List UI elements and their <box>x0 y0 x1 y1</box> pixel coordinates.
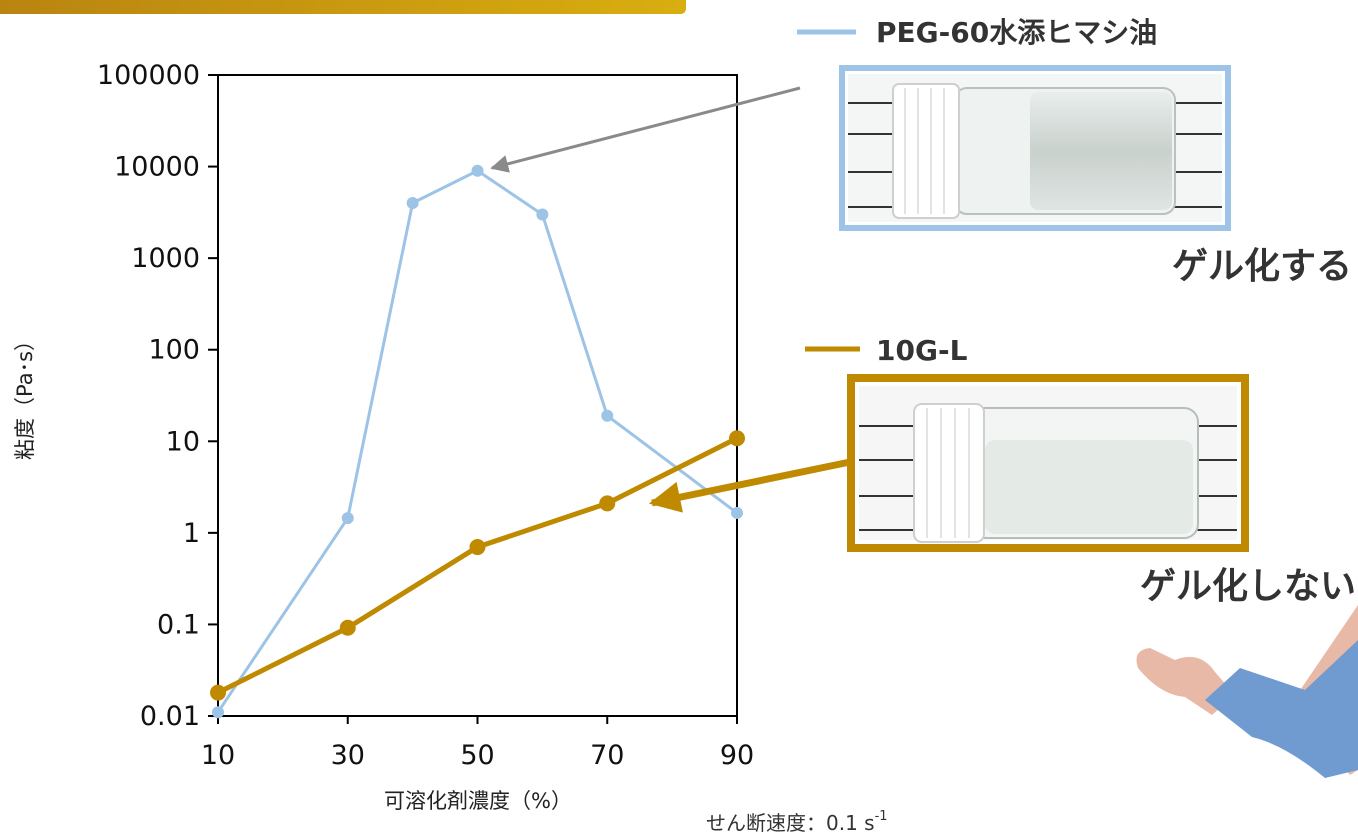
x-tick-label: 30 <box>331 740 365 771</box>
y-tick-label: 10 <box>166 426 200 457</box>
caption-gel-no: ゲル化しない <box>1140 566 1356 607</box>
y-tick-label: 10000 <box>114 152 200 183</box>
data-point-peg-60 <box>731 506 743 519</box>
callout-arrow-10gl <box>648 458 851 513</box>
series-layer <box>210 164 745 719</box>
header-bar <box>0 0 686 14</box>
y-tick-label: 100000 <box>97 60 200 91</box>
data-point-10g-l <box>469 539 486 556</box>
data-point-peg-60 <box>536 208 549 221</box>
y-axis-ticks: 100000 10000 1000 100 10 1 0.1 0.01 <box>97 60 218 732</box>
photo-peg-vial <box>839 65 1231 231</box>
data-point-10g-l <box>339 619 356 636</box>
shear-rate-note: せん断速度：0.1 s-1 <box>706 809 888 835</box>
legend-label-10gl: 10G-L <box>876 334 968 367</box>
data-point-peg-60 <box>212 706 224 719</box>
x-axis-title: 可溶化剤濃度（%） <box>384 789 572 813</box>
legend-label-peg: PEG-60水添ヒマシ油 <box>876 16 1157 49</box>
caption-gel-yes: ゲル化する <box>1172 246 1352 287</box>
photo-10gl-vial <box>847 374 1249 552</box>
x-tick-label: 70 <box>590 740 624 771</box>
data-point-10g-l <box>599 495 616 512</box>
x-tick-label: 90 <box>720 740 754 771</box>
data-point-peg-60 <box>601 409 614 422</box>
y-tick-label: 0.01 <box>140 701 200 732</box>
series-line-peg-60 <box>216 169 738 714</box>
data-point-10g-l <box>729 430 745 447</box>
data-point-peg-60 <box>406 197 419 210</box>
data-point-peg-60 <box>471 164 484 177</box>
series-line-10g-l <box>216 435 739 695</box>
presenter-hand-illustration <box>1136 605 1358 778</box>
x-tick-label: 50 <box>460 740 494 771</box>
y-tick-label: 1000 <box>131 243 200 274</box>
x-axis-ticks: 10 30 50 70 90 <box>201 716 754 771</box>
data-point-peg-60 <box>341 512 354 525</box>
y-axis-title: 粘度（Pa･s） <box>13 330 37 460</box>
y-tick-label: 1 <box>183 518 200 549</box>
y-tick-label: 0.1 <box>157 609 200 640</box>
y-tick-label: 100 <box>148 335 200 366</box>
callout-arrow-peg <box>490 86 801 173</box>
data-point-10g-l <box>210 684 226 701</box>
x-tick-label: 10 <box>201 740 235 771</box>
